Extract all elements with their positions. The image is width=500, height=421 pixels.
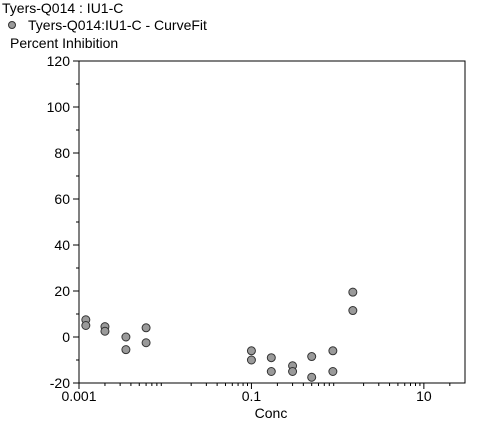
legend-entry-label: Tyers-Q014:IU1-C - CurveFit xyxy=(28,17,207,33)
data-point xyxy=(121,332,131,342)
data-point xyxy=(121,345,131,355)
data-point xyxy=(246,355,256,365)
y-tick-label: 0 xyxy=(62,329,70,345)
y-tick-label: 60 xyxy=(54,191,70,207)
y-tick-label: 120 xyxy=(47,53,71,69)
x-tick-label: 0.001 xyxy=(61,388,96,404)
data-point xyxy=(100,326,110,336)
y-tick-label: 100 xyxy=(47,99,71,115)
y-axis-title: Percent Inhibition xyxy=(10,35,119,51)
data-point xyxy=(307,352,317,362)
y-tick-label: 40 xyxy=(54,237,70,253)
data-point xyxy=(81,321,91,330)
data-point xyxy=(288,367,298,376)
plot-area xyxy=(78,60,466,384)
legend-marker-icon xyxy=(8,21,16,29)
data-point xyxy=(348,287,358,297)
data-point xyxy=(307,372,317,382)
data-point xyxy=(141,323,151,333)
data-point xyxy=(266,367,276,376)
data-point xyxy=(328,346,338,356)
y-tick-label: 20 xyxy=(54,283,70,299)
x-tick-label: 0.1 xyxy=(242,388,262,404)
x-tick-label: 10 xyxy=(416,388,432,404)
data-point xyxy=(141,338,151,348)
x-axis-title: Conc xyxy=(255,405,288,421)
y-tick-label: -20 xyxy=(50,375,70,391)
data-point xyxy=(266,353,276,363)
data-point xyxy=(348,306,358,316)
y-tick-label: 80 xyxy=(54,145,70,161)
data-point xyxy=(246,346,256,356)
chart-title: Tyers-Q014 : IU1-C xyxy=(2,0,124,16)
legend: Tyers-Q014:IU1-C - CurveFit xyxy=(8,17,207,33)
data-point xyxy=(328,367,338,376)
